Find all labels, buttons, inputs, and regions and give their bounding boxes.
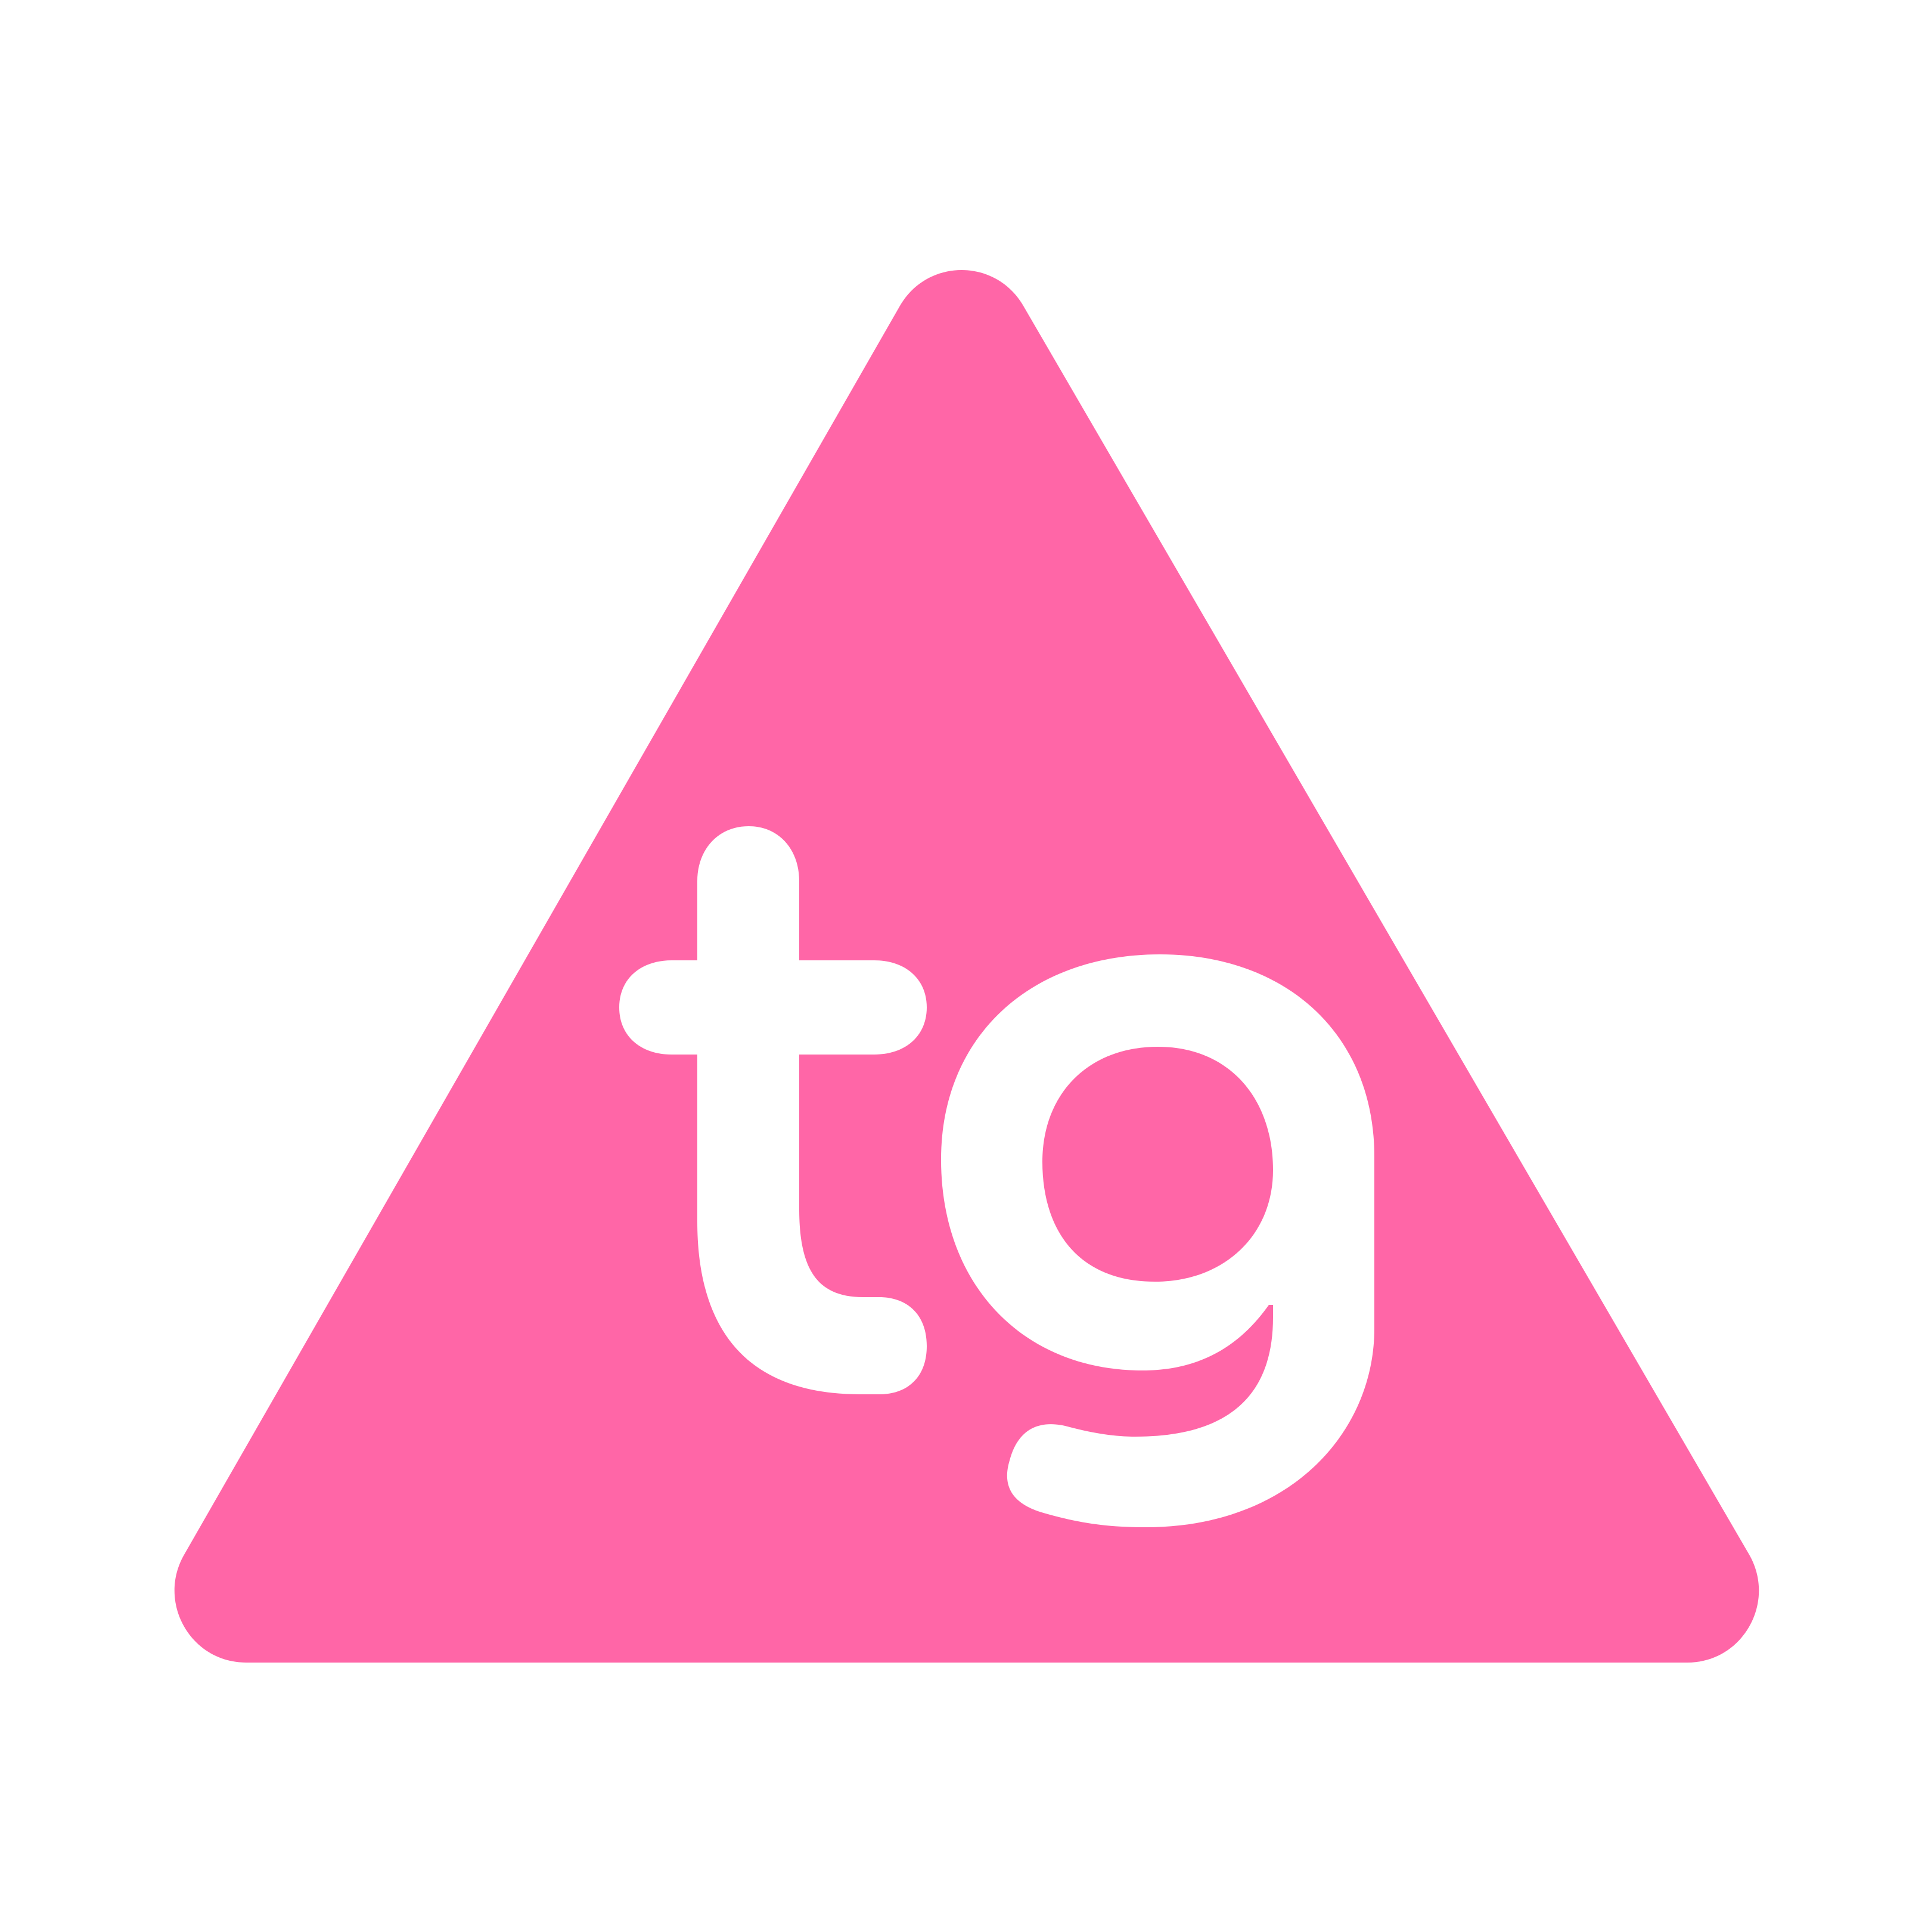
letter-t-glyph: [619, 826, 927, 1394]
letter-g-glyph: [941, 954, 1374, 1527]
triangle-shape: [174, 270, 1759, 1663]
